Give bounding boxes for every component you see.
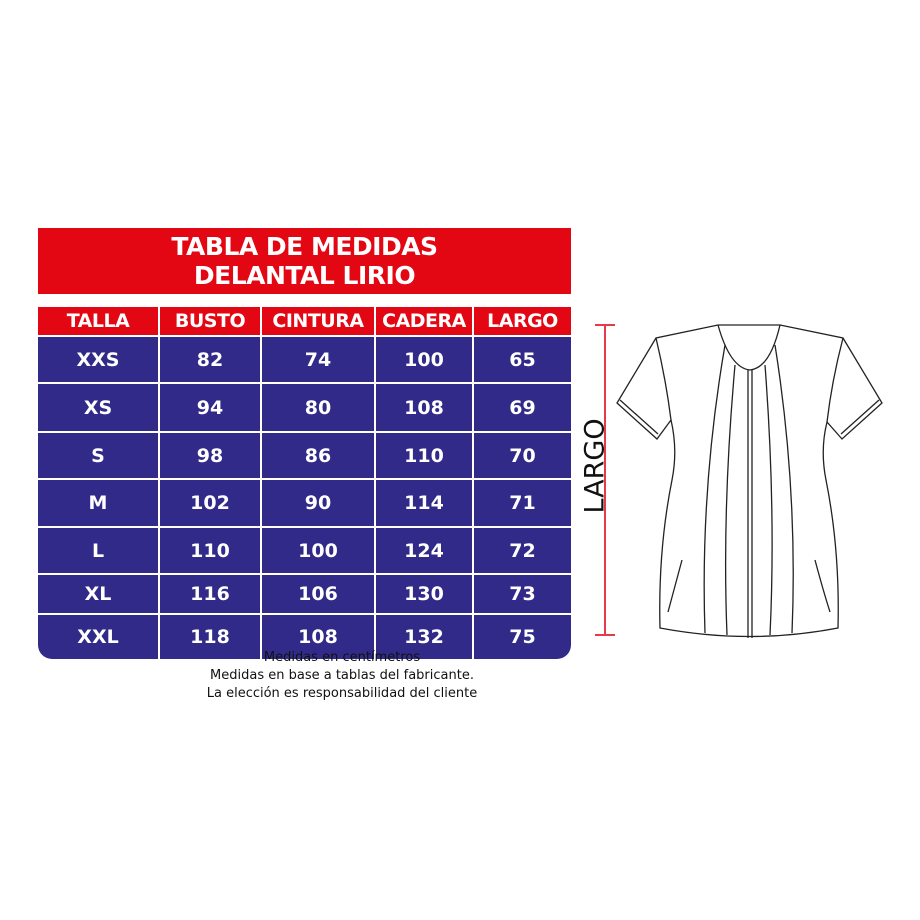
cell-cadera: 132	[374, 613, 473, 659]
cell-largo: 71	[472, 478, 571, 527]
cell-talla: S	[38, 431, 159, 479]
cell-busto: 98	[158, 431, 261, 479]
cell-talla: L	[38, 526, 159, 574]
cell-cintura: 90	[260, 478, 375, 527]
table-header-row: TALLA BUSTO CINTURA CADERA LARGO	[38, 307, 571, 336]
cell-cintura: 108	[260, 613, 375, 659]
cell-largo: 65	[472, 335, 571, 383]
cell-busto: 116	[158, 573, 261, 614]
title-line-2: DELANTAL LIRIO	[193, 261, 416, 290]
header-cintura: CINTURA	[260, 307, 375, 336]
cell-talla: XS	[38, 382, 159, 432]
table-row: XL 116 106 130 73	[38, 573, 571, 614]
cell-talla: XL	[38, 573, 159, 614]
header-busto: BUSTO	[158, 307, 261, 336]
title-line-1: TABLA DE MEDIDAS	[171, 232, 438, 261]
cell-cintura: 86	[260, 431, 375, 479]
cell-cadera: 130	[374, 573, 473, 614]
header-cadera: CADERA	[374, 307, 473, 336]
header-talla: TALLA	[38, 307, 159, 336]
cell-busto: 94	[158, 382, 261, 432]
table-row: XXS 82 74 100 65	[38, 335, 571, 383]
cell-largo: 70	[472, 431, 571, 479]
chart-title: TABLA DE MEDIDAS DELANTAL LIRIO	[38, 228, 571, 294]
cell-cadera: 124	[374, 526, 473, 574]
header-largo: LARGO	[472, 307, 571, 336]
cell-busto: 110	[158, 526, 261, 574]
cell-largo: 72	[472, 526, 571, 574]
table-row: XS 94 80 108 69	[38, 382, 571, 432]
cell-cadera: 114	[374, 478, 473, 527]
cell-cadera: 110	[374, 431, 473, 479]
size-table: TALLA BUSTO CINTURA CADERA LARGO XXS 82 74…	[38, 307, 571, 659]
cell-talla: M	[38, 478, 159, 527]
cell-cintura: 106	[260, 573, 375, 614]
cell-cadera: 108	[374, 382, 473, 432]
note-line: Medidas en base a tablas del fabricante.	[210, 668, 474, 683]
cell-largo: 69	[472, 382, 571, 432]
cell-cintura: 74	[260, 335, 375, 383]
cell-cadera: 100	[374, 335, 473, 383]
cell-talla: XXS	[38, 335, 159, 383]
cell-busto: 82	[158, 335, 261, 383]
cell-busto: 102	[158, 478, 261, 527]
table-row: M 102 90 114 71	[38, 478, 571, 527]
notes: Medidas en centímetros Medidas en base a…	[142, 649, 542, 703]
cell-cintura: 80	[260, 382, 375, 432]
garment-diagram	[595, 324, 883, 638]
apron-outline	[616, 324, 883, 638]
table-row: XXL 118 108 132 75	[38, 613, 571, 659]
cell-largo: 75	[472, 613, 571, 659]
largo-label: LARGO	[579, 418, 611, 514]
note-line: La elección es responsabilidad del clien…	[206, 686, 478, 701]
note-line: Medidas en centímetros	[263, 650, 421, 665]
length-ruler	[595, 324, 615, 636]
table-row: L 110 100 124 72	[38, 526, 571, 574]
cell-cintura: 100	[260, 526, 375, 574]
cell-talla: XXL	[38, 613, 159, 659]
cell-largo: 73	[472, 573, 571, 614]
cell-busto: 118	[158, 613, 261, 659]
table-row: S 98 86 110 70	[38, 431, 571, 479]
